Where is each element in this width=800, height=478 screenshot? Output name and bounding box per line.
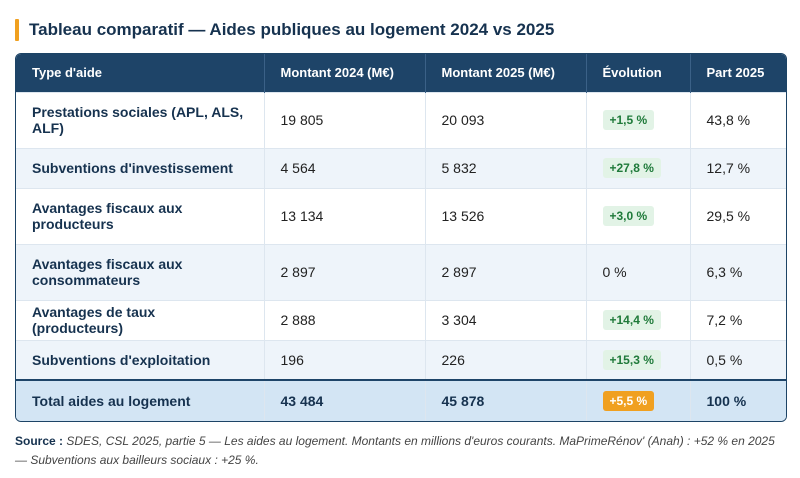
cell-amount-2024: 2 897	[263, 243, 425, 300]
table-row: Avantages fiscaux aux consommateurs 2 89…	[16, 243, 786, 300]
cell-type: Avantages fiscaux aux producteurs	[16, 187, 264, 244]
column-header-amount-2025: Montant 2025 (M€)	[424, 54, 586, 92]
cell-total-amount-2025: 45 878	[424, 379, 586, 421]
cell-evolution: +27,8 %	[585, 147, 690, 188]
evolution-badge: +27,8 %	[602, 158, 661, 178]
cell-amount-2025: 2 897	[424, 243, 586, 300]
table-row: Subventions d'exploitation 196 226 +15,3…	[16, 339, 786, 380]
column-header-share-2025: Part 2025	[689, 54, 786, 92]
cell-type: Subventions d'exploitation	[16, 339, 264, 380]
table-row: Avantages de taux (producteurs) 2 888 3 …	[16, 299, 786, 340]
evolution-badge: +14,4 %	[602, 310, 661, 330]
source-label: Source :	[15, 434, 64, 448]
comparison-table-container: Type d'aide Montant 2024 (M€) Montant 20…	[15, 53, 787, 422]
table-row: Prestations sociales (APL, ALS, ALF) 19 …	[16, 91, 786, 148]
cell-share-2025: 29,5 %	[689, 187, 786, 244]
cell-evolution: +3,0 %	[585, 187, 690, 244]
cell-type: Avantages fiscaux aux consommateurs	[16, 243, 264, 300]
cell-amount-2025: 226	[424, 339, 586, 380]
title-accent-bar	[15, 19, 19, 41]
source-text: SDES, CSL 2025, partie 5 — Les aides au …	[15, 434, 775, 467]
table-row: Avantages fiscaux aux producteurs 13 134…	[16, 187, 786, 244]
cell-share-2025: 0,5 %	[689, 339, 786, 380]
evolution-badge: +3,0 %	[602, 206, 655, 226]
cell-amount-2025: 20 093	[424, 91, 586, 148]
cell-amount-2024: 2 888	[263, 299, 425, 340]
cell-total-share-2025: 100 %	[689, 379, 786, 421]
cell-type: Prestations sociales (APL, ALS, ALF)	[16, 91, 264, 148]
page-title: Tableau comparatif — Aides publiques au …	[29, 20, 555, 39]
cell-amount-2025: 3 304	[424, 299, 586, 340]
cell-share-2025: 7,2 %	[689, 299, 786, 340]
title-bar: Tableau comparatif — Aides publiques au …	[15, 18, 554, 42]
cell-type: Subventions d'investissement	[16, 147, 264, 188]
cell-share-2025: 43,8 %	[689, 91, 786, 148]
comparison-table: Type d'aide Montant 2024 (M€) Montant 20…	[16, 54, 786, 421]
cell-share-2025: 6,3 %	[689, 243, 786, 300]
table-row: Subventions d'investissement 4 564 5 832…	[16, 147, 786, 188]
column-header-evolution: Évolution	[585, 54, 690, 92]
table-header-row: Type d'aide Montant 2024 (M€) Montant 20…	[16, 54, 786, 92]
cell-share-2025: 12,7 %	[689, 147, 786, 188]
evolution-value: 0 %	[602, 264, 627, 280]
cell-amount-2024: 196	[263, 339, 425, 380]
evolution-badge: +15,3 %	[602, 349, 661, 370]
source-note: Source : SDES, CSL 2025, partie 5 — Les …	[15, 432, 787, 470]
cell-type: Avantages de taux (producteurs)	[16, 299, 264, 340]
cell-amount-2025: 5 832	[424, 147, 586, 188]
cell-amount-2025: 13 526	[424, 187, 586, 244]
cell-total-evolution: +5,5 %	[585, 379, 690, 421]
cell-evolution: +14,4 %	[585, 299, 690, 340]
total-evolution-badge: +5,5 %	[602, 391, 655, 411]
cell-total-type: Total aides au logement	[16, 379, 264, 421]
cell-evolution: +15,3 %	[585, 339, 690, 380]
evolution-badge: +1,5 %	[602, 110, 655, 130]
cell-amount-2024: 19 805	[263, 91, 425, 148]
cell-amount-2024: 4 564	[263, 147, 425, 188]
column-header-type: Type d'aide	[16, 54, 264, 92]
cell-evolution: 0 %	[585, 243, 690, 300]
column-header-amount-2024: Montant 2024 (M€)	[263, 54, 425, 92]
cell-evolution: +1,5 %	[585, 91, 690, 148]
cell-total-amount-2024: 43 484	[263, 379, 425, 421]
table-total-row: Total aides au logement 43 484 45 878 +5…	[16, 379, 786, 421]
cell-amount-2024: 13 134	[263, 187, 425, 244]
